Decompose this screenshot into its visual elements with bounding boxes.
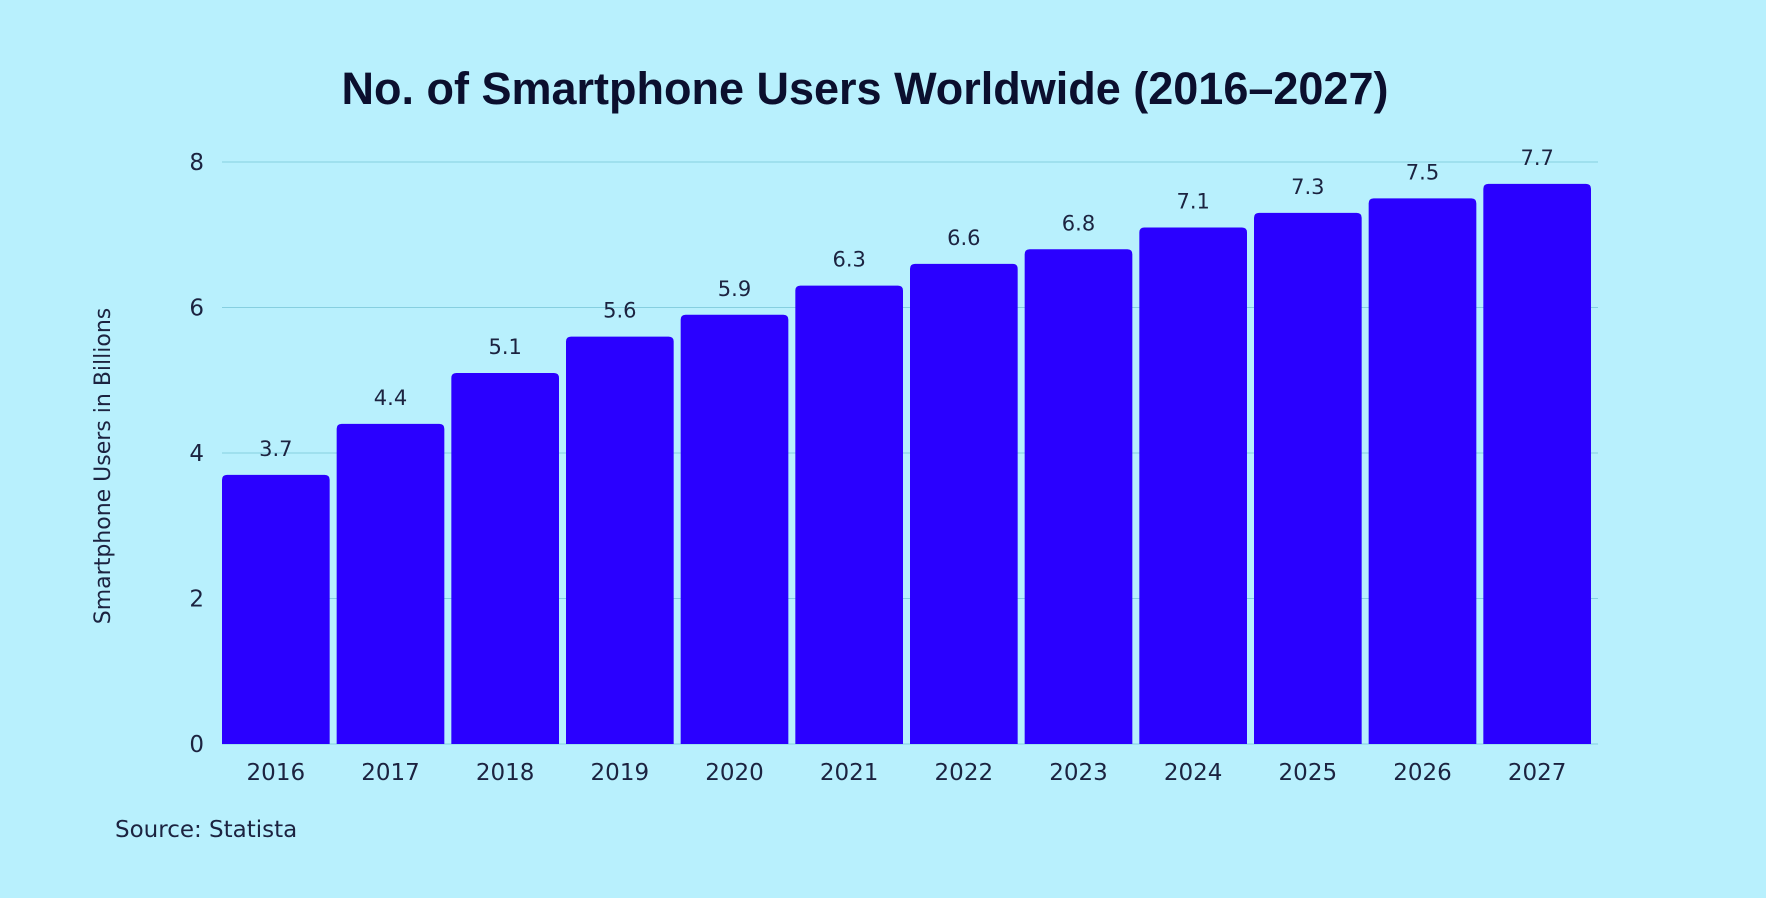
bar-2020 [680, 314, 789, 744]
bar-2019 [566, 336, 674, 744]
x-tick-label: 2017 [361, 760, 420, 786]
bar-2018 [451, 372, 559, 744]
x-tick-label: 2024 [1164, 760, 1223, 786]
x-tick-label: 2027 [1508, 760, 1567, 786]
x-tick-label: 2026 [1393, 760, 1452, 786]
bar-2016 [222, 474, 330, 744]
x-tick-label: 2021 [820, 760, 879, 786]
bar-2022 [910, 263, 1018, 744]
y-tick-label: 6 [189, 296, 204, 322]
x-axis-ticks: 2016 2017 2018 2019 2020 2021 2022 2023 2024 2025… [247, 760, 1567, 786]
data-label-2027: 7.7 [1520, 146, 1553, 170]
data-labels: 3.7 4.4 5.1 5.6 5.9 6.3 6.6 6.8 7.1 7.3 7.5 7.7 [259, 146, 1554, 461]
source-note: Source: Statista [115, 817, 297, 843]
bars [222, 183, 1591, 745]
y-tick-label: 4 [189, 441, 204, 467]
y-axis-label: Smartphone Users in Billions [91, 308, 116, 624]
data-label-2023: 6.8 [1062, 211, 1095, 235]
data-label-2016: 3.7 [259, 437, 292, 461]
y-tick-label: 8 [189, 150, 204, 176]
data-label-2021: 6.3 [832, 248, 865, 272]
bar-2021 [795, 285, 903, 744]
data-label-2018: 5.1 [488, 335, 521, 359]
bar-2025 [1254, 212, 1362, 745]
data-label-2022: 6.6 [947, 226, 980, 250]
x-tick-label: 2016 [247, 760, 306, 786]
bar-2027 [1483, 183, 1591, 744]
y-tick-label: 2 [189, 587, 204, 613]
x-tick-label: 2019 [591, 760, 650, 786]
x-tick-label: 2025 [1279, 760, 1338, 786]
y-tick-label: 0 [189, 732, 204, 758]
y-axis-ticks: 0 2 4 6 8 [189, 150, 204, 758]
chart-title: No. of Smartphone Users Worldwide (2016–… [342, 63, 1389, 114]
bar-2026 [1368, 198, 1477, 744]
bar-2023 [1024, 249, 1133, 745]
data-label-2025: 7.3 [1291, 175, 1324, 199]
data-label-2020: 5.9 [718, 277, 751, 301]
x-tick-label: 2023 [1049, 760, 1108, 786]
bar-2024 [1139, 227, 1247, 745]
x-tick-label: 2018 [476, 760, 535, 786]
data-label-2026: 7.5 [1406, 160, 1439, 184]
data-label-2019: 5.6 [603, 299, 636, 323]
data-label-2017: 4.4 [374, 386, 407, 410]
data-label-2024: 7.1 [1176, 189, 1209, 213]
x-tick-label: 2022 [935, 760, 994, 786]
x-tick-label: 2020 [705, 760, 764, 786]
bar-2017 [336, 423, 445, 744]
